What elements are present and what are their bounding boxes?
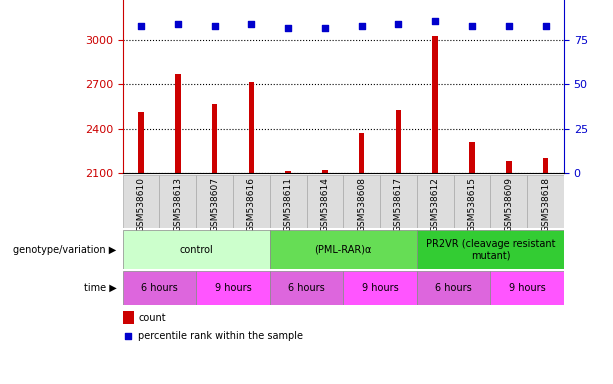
Bar — [433, 36, 438, 173]
Point — [210, 23, 219, 29]
Point — [504, 23, 514, 29]
Bar — [454, 175, 490, 228]
Bar — [249, 81, 254, 173]
Text: count: count — [138, 313, 166, 323]
Bar — [417, 175, 454, 228]
Bar — [270, 175, 306, 228]
Text: GSM538616: GSM538616 — [247, 177, 256, 232]
Point — [387, 236, 397, 242]
Text: GSM538614: GSM538614 — [321, 177, 329, 232]
Bar — [196, 175, 233, 228]
Text: 6 hours: 6 hours — [435, 283, 472, 293]
Bar — [343, 175, 380, 228]
Text: GSM538608: GSM538608 — [357, 177, 366, 232]
Bar — [286, 171, 291, 173]
Bar — [490, 271, 564, 305]
Text: 9 hours: 9 hours — [509, 283, 546, 293]
Bar — [270, 230, 417, 269]
Text: time ▶: time ▶ — [84, 283, 116, 293]
Text: GSM538610: GSM538610 — [137, 177, 145, 232]
Bar — [527, 175, 564, 228]
Text: GSM538617: GSM538617 — [394, 177, 403, 232]
Text: genotype/variation ▶: genotype/variation ▶ — [13, 245, 116, 255]
Bar — [359, 133, 365, 173]
Bar — [139, 113, 143, 173]
Text: 9 hours: 9 hours — [215, 283, 251, 293]
Text: control: control — [179, 245, 213, 255]
Text: 9 hours: 9 hours — [362, 283, 398, 293]
Bar — [123, 230, 270, 269]
Point — [320, 25, 330, 31]
Bar — [196, 271, 270, 305]
Bar — [417, 230, 564, 269]
Bar — [159, 175, 196, 228]
Bar — [396, 109, 402, 173]
Text: PR2VR (cleavage resistant
mutant): PR2VR (cleavage resistant mutant) — [425, 239, 555, 260]
Bar — [306, 175, 343, 228]
Point — [173, 22, 183, 28]
Point — [283, 25, 293, 31]
Text: GSM538612: GSM538612 — [431, 177, 440, 232]
Text: (PML-RAR)α: (PML-RAR)α — [314, 245, 372, 255]
Bar — [380, 175, 417, 228]
Bar — [270, 271, 343, 305]
Text: GSM538618: GSM538618 — [541, 177, 550, 232]
Bar — [490, 175, 527, 228]
Text: GSM538615: GSM538615 — [468, 177, 476, 232]
Bar — [175, 74, 181, 173]
Point — [430, 18, 440, 24]
Bar — [233, 175, 270, 228]
Point — [541, 23, 550, 29]
Bar — [212, 104, 218, 173]
Point — [394, 22, 403, 28]
Text: GSM538607: GSM538607 — [210, 177, 219, 232]
Point — [136, 23, 146, 29]
Text: GSM538609: GSM538609 — [504, 177, 513, 232]
Point — [467, 23, 477, 29]
Text: 6 hours: 6 hours — [141, 283, 178, 293]
Bar — [322, 170, 328, 173]
Bar — [506, 161, 512, 173]
Bar — [343, 271, 417, 305]
Bar — [470, 142, 475, 173]
Bar — [123, 175, 159, 228]
Text: GSM538611: GSM538611 — [284, 177, 292, 232]
Point — [357, 23, 367, 29]
Text: percentile rank within the sample: percentile rank within the sample — [138, 331, 303, 341]
Text: GSM538613: GSM538613 — [173, 177, 182, 232]
Bar — [123, 271, 196, 305]
Bar — [417, 271, 490, 305]
Bar — [123, 311, 134, 324]
Point — [246, 22, 256, 28]
Bar — [543, 158, 549, 173]
Text: 6 hours: 6 hours — [288, 283, 325, 293]
